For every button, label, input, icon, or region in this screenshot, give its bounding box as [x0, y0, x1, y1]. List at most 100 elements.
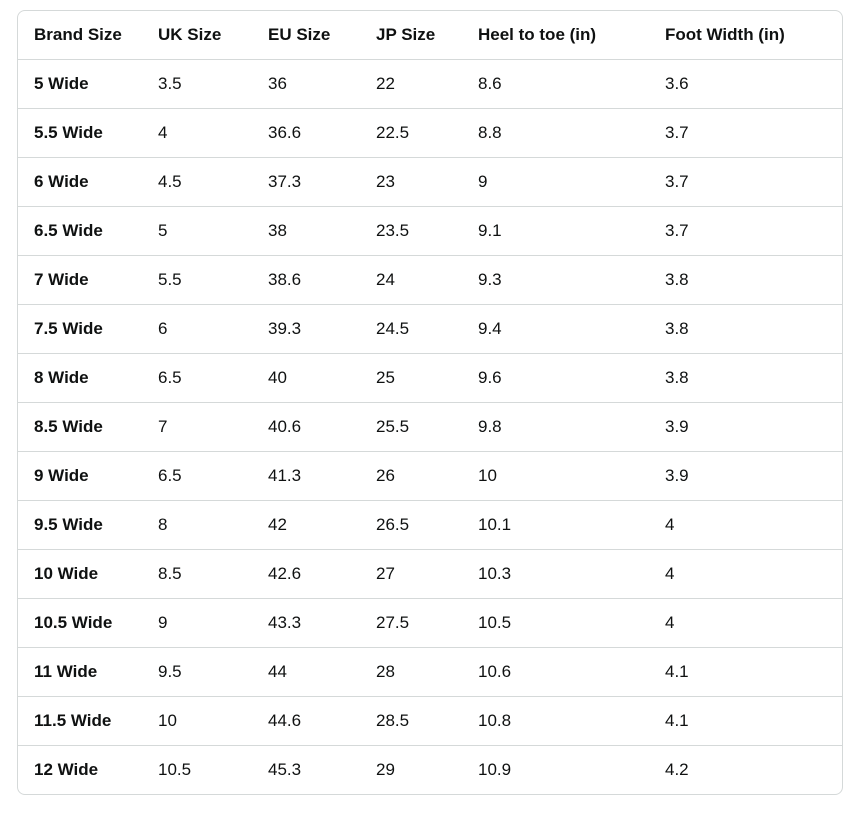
table-row: 9.5 Wide 8 42 26.5 10.1 4 — [18, 500, 842, 550]
table-cell: 4.1 — [665, 662, 689, 681]
table-row: 10 Wide 8.5 42.6 27 10.3 4 — [18, 549, 842, 599]
table-cell: 8 — [158, 515, 168, 534]
table-cell: 3.9 — [665, 417, 689, 436]
table-cell: 37.3 — [268, 172, 302, 191]
table-row: 6.5 Wide 5 38 23.5 9.1 3.7 — [18, 206, 842, 256]
table-cell: 41.3 — [268, 466, 302, 485]
table-cell: 10.5 — [478, 613, 512, 632]
table-cell: 3.7 — [665, 123, 689, 142]
table-cell: 8.8 — [478, 123, 502, 142]
table-cell: 6.5 — [158, 466, 182, 485]
table-cell: 3.6 — [665, 74, 689, 93]
table-cell: 25.5 — [376, 417, 410, 436]
size-chart-header-row: Brand Size UK Size EU Size JP Size Heel to t… — [18, 11, 842, 60]
table-cell: 27 — [376, 564, 395, 583]
table-cell: 10.5 — [158, 760, 192, 779]
row-header-brand-size: 7.5 Wide — [34, 319, 103, 338]
table-row: 7 Wide 5.5 38.6 24 9.3 3.8 — [18, 255, 842, 305]
table-row: 11 Wide 9.5 44 28 10.6 4.1 — [18, 647, 842, 697]
table-cell: 42 — [268, 515, 287, 534]
size-chart-table-body: 5 Wide 3.5 36 22 8.6 3.6 5.5 Wide 4 36.6 22.5 8.8 3… — [18, 59, 842, 795]
table-cell: 10.8 — [478, 711, 512, 730]
table-cell: 9 — [158, 613, 168, 632]
column-header-heel-to-toe-in: Heel to toe (in) — [478, 25, 597, 44]
column-header-jp-size: JP Size — [376, 25, 436, 44]
row-header-brand-size: 12 Wide — [34, 760, 99, 779]
table-cell: 23.5 — [376, 221, 410, 240]
table-cell: 9.1 — [478, 221, 502, 240]
row-header-brand-size: 9.5 Wide — [34, 515, 103, 534]
table-row: 6 Wide 4.5 37.3 23 9 3.7 — [18, 157, 842, 207]
table-row: 5 Wide 3.5 36 22 8.6 3.6 — [18, 59, 842, 109]
table-row: 10.5 Wide 9 43.3 27.5 10.5 4 — [18, 598, 842, 648]
table-cell: 10 — [158, 711, 177, 730]
table-cell: 40 — [268, 368, 287, 387]
table-row: 11.5 Wide 10 44.6 28.5 10.8 4.1 — [18, 696, 842, 746]
table-cell: 25 — [376, 368, 395, 387]
column-header-foot-width-in: Foot Width (in) — [665, 25, 785, 44]
table-cell: 38.6 — [268, 270, 302, 289]
size-chart-table-head: Brand Size UK Size EU Size JP Size Heel to t… — [18, 11, 842, 60]
size-chart-table: Brand Size UK Size EU Size JP Size Heel to t… — [18, 11, 842, 794]
table-cell: 42.6 — [268, 564, 302, 583]
table-cell: 28 — [376, 662, 395, 681]
table-cell: 40.6 — [268, 417, 302, 436]
table-cell: 26.5 — [376, 515, 410, 534]
table-cell: 10.9 — [478, 760, 512, 779]
table-cell: 4.2 — [665, 760, 689, 779]
table-cell: 10 — [478, 466, 497, 485]
table-cell: 4 — [158, 123, 168, 142]
table-row: 9 Wide 6.5 41.3 26 10 3.9 — [18, 451, 842, 501]
table-cell: 36 — [268, 74, 287, 93]
table-cell: 28.5 — [376, 711, 410, 730]
row-header-brand-size: 8 Wide — [34, 368, 89, 387]
table-row: 7.5 Wide 6 39.3 24.5 9.4 3.8 — [18, 304, 842, 354]
table-cell: 45.3 — [268, 760, 302, 779]
table-cell: 9 — [478, 172, 488, 191]
row-header-brand-size: 11.5 Wide — [34, 711, 112, 730]
table-row: 8.5 Wide 7 40.6 25.5 9.8 3.9 — [18, 402, 842, 452]
row-header-brand-size: 7 Wide — [34, 270, 89, 289]
column-header-uk-size: UK Size — [158, 25, 222, 44]
table-cell: 24 — [376, 270, 395, 289]
row-header-brand-size: 9 Wide — [34, 466, 89, 485]
table-cell: 23 — [376, 172, 395, 191]
row-header-brand-size: 8.5 Wide — [34, 417, 103, 436]
table-row: 8 Wide 6.5 40 25 9.6 3.8 — [18, 353, 842, 403]
table-cell: 3.7 — [665, 172, 689, 191]
row-header-brand-size: 10.5 Wide — [34, 613, 113, 632]
table-cell: 4 — [665, 564, 675, 583]
table-cell: 5 — [158, 221, 168, 240]
table-cell: 9.3 — [478, 270, 502, 289]
table-cell: 4 — [665, 613, 675, 632]
table-cell: 9.5 — [158, 662, 182, 681]
table-cell: 4.5 — [158, 172, 182, 191]
row-header-brand-size: 10 Wide — [34, 564, 99, 583]
table-cell: 3.7 — [665, 221, 689, 240]
table-cell: 39.3 — [268, 319, 302, 338]
table-cell: 22.5 — [376, 123, 410, 142]
table-cell: 3.5 — [158, 74, 182, 93]
table-cell: 7 — [158, 417, 168, 436]
table-row: 12 Wide 10.5 45.3 29 10.9 4.2 — [18, 745, 842, 795]
column-header-eu-size: EU Size — [268, 25, 331, 44]
table-cell: 3.8 — [665, 270, 689, 289]
table-row: 5.5 Wide 4 36.6 22.5 8.8 3.7 — [18, 108, 842, 158]
row-header-brand-size: 6 Wide — [34, 172, 89, 191]
row-header-brand-size: 11 Wide — [34, 662, 98, 681]
column-header-brand-size: Brand Size — [34, 25, 122, 44]
table-cell: 8.6 — [478, 74, 502, 93]
table-cell: 3.9 — [665, 466, 689, 485]
table-cell: 36.6 — [268, 123, 302, 142]
row-header-brand-size: 6.5 Wide — [34, 221, 103, 240]
table-cell: 38 — [268, 221, 287, 240]
size-chart-card: Brand Size UK Size EU Size JP Size Heel to t… — [17, 10, 843, 795]
table-cell: 44 — [268, 662, 287, 681]
row-header-brand-size: 5.5 Wide — [34, 123, 103, 142]
table-cell: 9.8 — [478, 417, 502, 436]
table-cell: 10.3 — [478, 564, 512, 583]
table-cell: 26 — [376, 466, 395, 485]
table-cell: 6 — [158, 319, 168, 338]
table-cell: 29 — [376, 760, 395, 779]
table-cell: 8.5 — [158, 564, 182, 583]
